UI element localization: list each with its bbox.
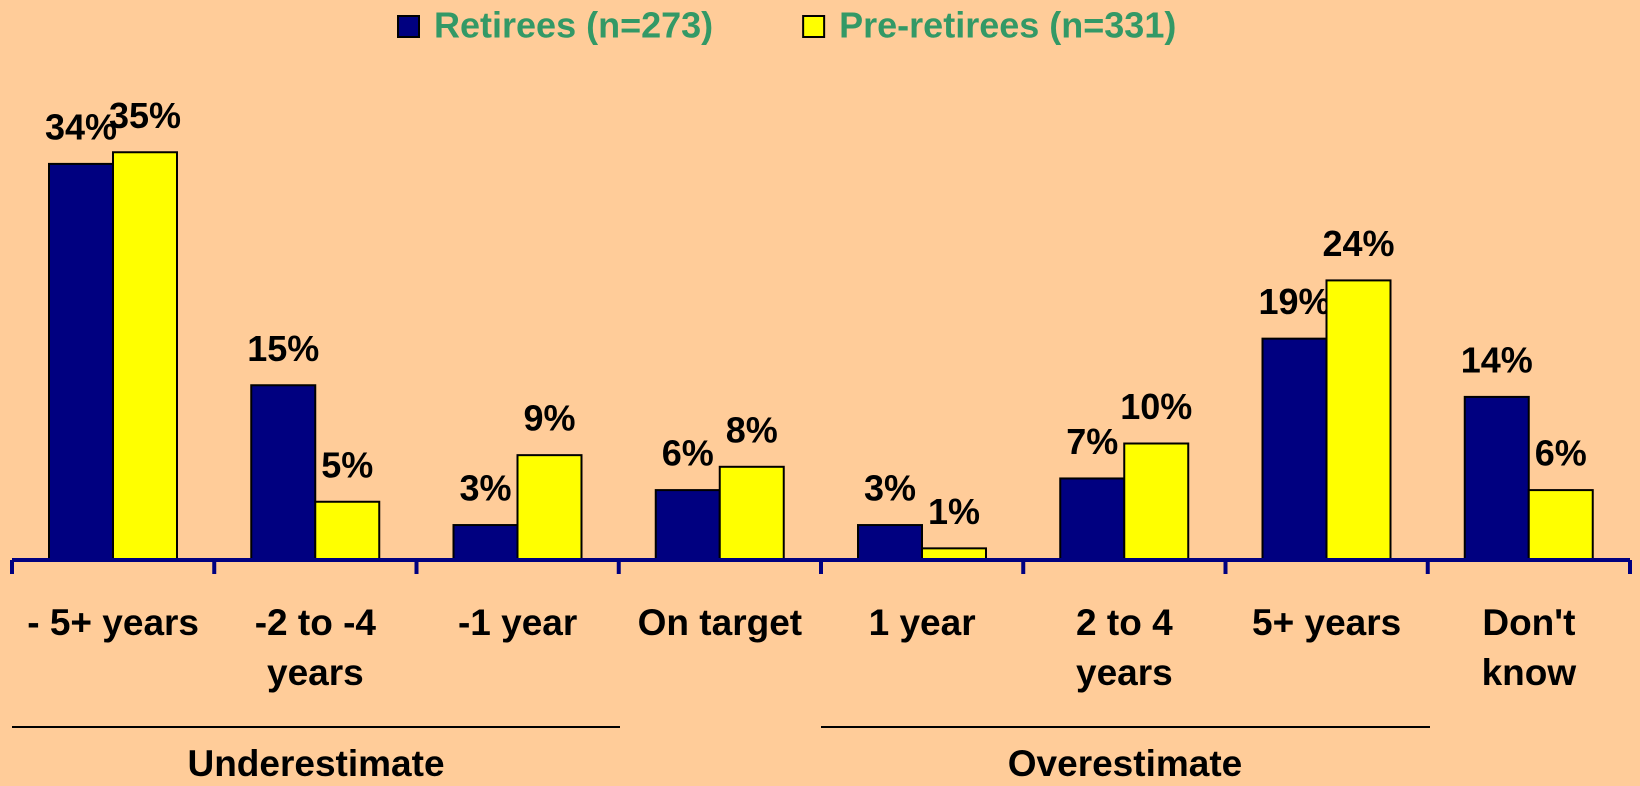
value-label: 5% [321,444,373,485]
value-label: 14% [1461,339,1533,380]
bar [1123,442,1190,561]
value-label: 8% [726,409,778,450]
bar [1463,395,1530,561]
group-label: Overestimate [1008,743,1242,784]
bar [1261,337,1328,561]
value-label: 10% [1120,386,1192,427]
x-tick-label: -1 year [457,602,578,643]
bar [452,524,519,561]
value-label: 3% [864,468,916,509]
value-label: 6% [1535,433,1587,474]
bar [857,524,923,561]
value-label: 19% [1258,281,1330,322]
value-label: 1% [928,491,980,532]
bar [654,489,721,562]
legend-label: Pre-retirees (n=331) [839,5,1176,46]
value-label: 3% [459,468,511,509]
value-label: 6% [662,433,714,474]
x-tick-label: -2 to -4 years [254,602,377,693]
bar [1325,279,1392,561]
bar [516,454,583,561]
group-label: Underestimate [187,743,444,784]
value-label: 7% [1066,421,1118,462]
x-tick-label: 2 to 4 years [1076,602,1173,693]
value-label: 24% [1322,223,1394,264]
value-label: 9% [523,398,575,439]
x-tick-label: - 5+ years [27,602,200,643]
bar [250,384,317,561]
bar [314,500,381,561]
value-label: 35% [109,95,181,136]
bar [112,151,178,561]
bar [718,465,785,561]
value-label: 34% [45,106,117,147]
x-tick-label: On target [637,602,803,643]
bar [1059,477,1126,562]
legend-swatch [802,15,826,38]
value-label: 15% [247,328,319,369]
legend-swatch [397,15,420,38]
x-tick-label: 1 year [868,602,976,643]
bar [1527,489,1594,562]
x-tick-label: Don't know [1481,602,1577,693]
legend-label: Retirees (n=273) [434,5,713,46]
bar [48,162,114,561]
x-tick-label: 5+ years [1252,602,1402,643]
